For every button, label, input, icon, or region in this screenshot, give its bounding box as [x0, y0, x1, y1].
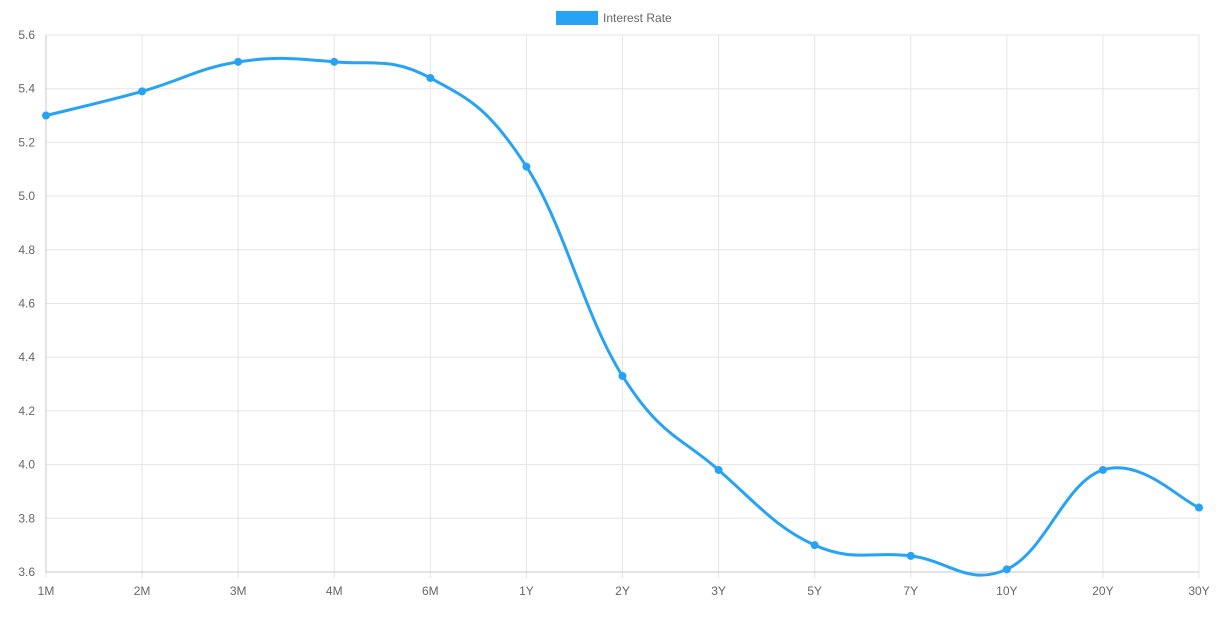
x-tick-label: 2Y: [615, 584, 630, 598]
y-tick-label: 4.4: [18, 350, 35, 364]
y-tick-label: 5.2: [18, 135, 35, 149]
legend-swatch[interactable]: [556, 11, 598, 25]
x-tick-label: 3Y: [711, 584, 726, 598]
x-tick-label: 10Y: [996, 584, 1017, 598]
data-point-7y[interactable]: [906, 551, 915, 560]
grid-lines: [45, 34, 1200, 578]
data-point-5y[interactable]: [810, 541, 819, 550]
data-point-4m[interactable]: [330, 57, 339, 66]
y-tick-label: 3.8: [18, 511, 35, 525]
x-tick-label: 7Y: [903, 584, 918, 598]
y-tick-label: 5.0: [18, 189, 35, 203]
x-tick-label: 5Y: [807, 584, 822, 598]
x-tick-label: 1Y: [519, 584, 534, 598]
x-tick-label: 6M: [422, 584, 439, 598]
legend[interactable]: Interest Rate: [556, 11, 672, 25]
data-point-6m[interactable]: [426, 73, 435, 82]
data-point-1y[interactable]: [522, 162, 531, 171]
y-axis-ticks: 5.6 5.4 5.2 5.0 4.8 4.6 4.4 4.2 4.0 3.8 3.6: [18, 28, 35, 579]
y-tick-label: 5.6: [18, 28, 35, 42]
data-point-2m[interactable]: [138, 87, 147, 96]
x-tick-label: 1M: [38, 584, 55, 598]
data-point-30y[interactable]: [1195, 503, 1203, 512]
x-tick-label: 20Y: [1092, 584, 1113, 598]
x-tick-label: 3M: [230, 584, 247, 598]
y-tick-label: 3.6: [18, 565, 35, 579]
data-point-1m[interactable]: [42, 111, 50, 120]
y-tick-label: 5.4: [18, 82, 35, 96]
y-tick-label: 4.8: [18, 243, 35, 257]
x-tick-label: 30Y: [1188, 584, 1209, 598]
data-point-2y[interactable]: [618, 371, 627, 380]
data-point-20y[interactable]: [1098, 465, 1107, 474]
data-point-3m[interactable]: [234, 57, 243, 66]
series-group: [42, 56, 1203, 577]
y-tick-label: 4.6: [18, 297, 35, 311]
y-tick-label: 4.0: [18, 458, 35, 472]
legend-label[interactable]: Interest Rate: [603, 11, 672, 25]
y-tick-label: 4.2: [18, 404, 35, 418]
x-tick-label: 4M: [326, 584, 343, 598]
data-point-10y[interactable]: [1002, 565, 1011, 574]
data-point-3y[interactable]: [714, 465, 723, 474]
x-tick-label: 2M: [134, 584, 151, 598]
x-axis-ticks: 1M 2M 3M 4M 6M 1Y 2Y 3Y 5Y 7Y 10Y 20Y 30Y: [38, 584, 1210, 598]
